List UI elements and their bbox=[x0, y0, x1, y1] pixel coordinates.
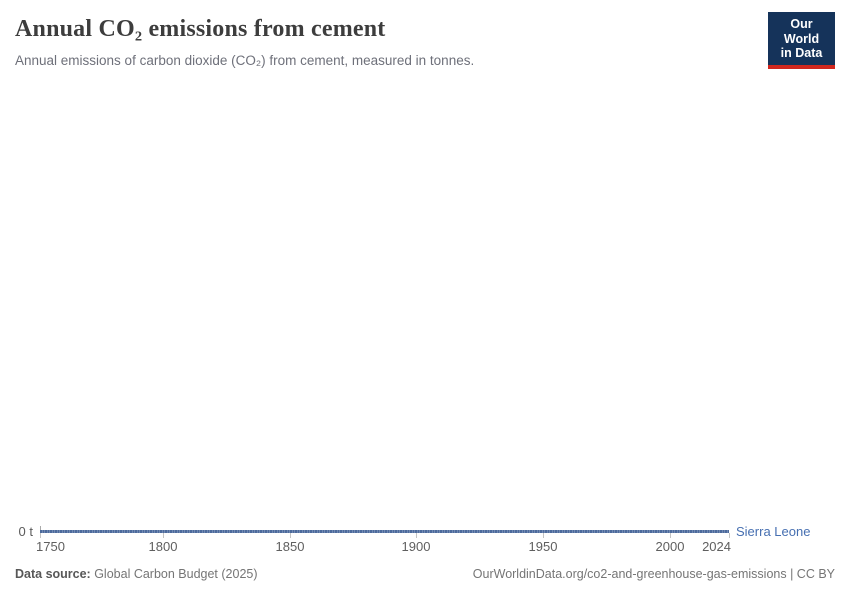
data-source-label: Data source: bbox=[15, 567, 91, 581]
x-axis-label-2024: 2024 bbox=[702, 539, 731, 554]
x-tick-2000 bbox=[670, 533, 671, 538]
data-source-value: Global Carbon Budget (2025) bbox=[90, 567, 258, 581]
y-axis-zero-label: 0 t bbox=[18, 524, 33, 539]
x-axis-label-1950: 1950 bbox=[528, 539, 558, 554]
data-line-sierra-leone[interactable] bbox=[40, 530, 729, 533]
x-tick-1950 bbox=[543, 533, 544, 538]
footer-url[interactable]: OurWorldinData.org/co2-and-greenhouse-ga… bbox=[472, 567, 835, 581]
x-axis-label-1850: 1850 bbox=[275, 539, 305, 554]
data-source-line[interactable]: Data source: Global Carbon Budget (2025) bbox=[15, 567, 258, 582]
x-axis-label-1800: 1800 bbox=[148, 539, 178, 554]
x-axis-label-1750: 1750 bbox=[36, 539, 65, 554]
owid-logo[interactable]: Our World in Data bbox=[768, 12, 835, 69]
x-tick-1750 bbox=[40, 533, 41, 538]
owid-logo-line2: in Data bbox=[780, 46, 823, 60]
plot-area: 0 t 1750 1800 1850 1900 1950 2000 2024 S… bbox=[0, 80, 850, 555]
chart-title: Annual CO₂ emissions from cement bbox=[15, 16, 386, 42]
x-tick-1850 bbox=[290, 533, 291, 538]
x-axis-label-1900: 1900 bbox=[401, 539, 431, 554]
owid-logo-line1: Our World bbox=[783, 17, 820, 46]
entity-label-sierra-leone[interactable]: Sierra Leone bbox=[736, 524, 811, 539]
x-tick-2024 bbox=[729, 533, 730, 538]
chart-subtitle: Annual emissions of carbon dioxide (CO₂)… bbox=[15, 53, 475, 68]
x-tick-1900 bbox=[416, 533, 417, 538]
x-tick-1800 bbox=[163, 533, 164, 538]
x-axis-label-2000: 2000 bbox=[655, 539, 685, 554]
chart-footer: Data source: Global Carbon Budget (2025)… bbox=[15, 567, 835, 582]
